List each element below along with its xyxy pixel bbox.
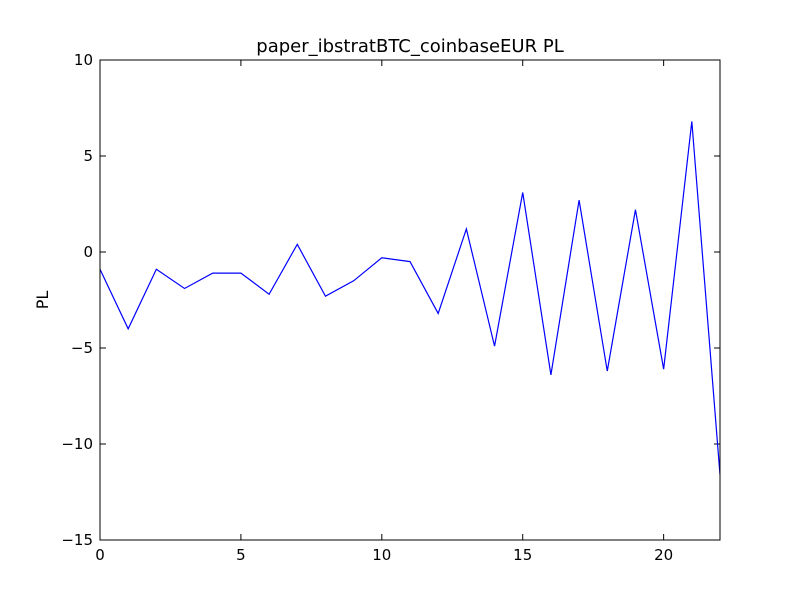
x-tick-label: 5 <box>236 546 246 564</box>
y-tick-label: −15 <box>61 531 93 549</box>
chart-title: paper_ibstratBTC_coinbaseEUR PL <box>256 36 563 57</box>
y-tick-label: 5 <box>83 147 93 165</box>
y-axis-label: PL <box>33 291 52 310</box>
y-tick-label: 0 <box>83 243 93 261</box>
plot-area: 0 5 10 15 20 −15 −10 −5 0 5 10 <box>61 51 721 564</box>
x-tick-label: 0 <box>95 546 105 564</box>
plot-frame <box>99 59 721 541</box>
pl-series-line <box>99 121 721 475</box>
x-tick-label: 15 <box>513 546 532 564</box>
y-tick-label: −10 <box>61 435 93 453</box>
y-tick-label: −5 <box>71 339 93 357</box>
x-tick-label: 20 <box>654 546 673 564</box>
x-tick-label: 10 <box>372 546 391 564</box>
y-tick-label: 10 <box>74 51 93 69</box>
